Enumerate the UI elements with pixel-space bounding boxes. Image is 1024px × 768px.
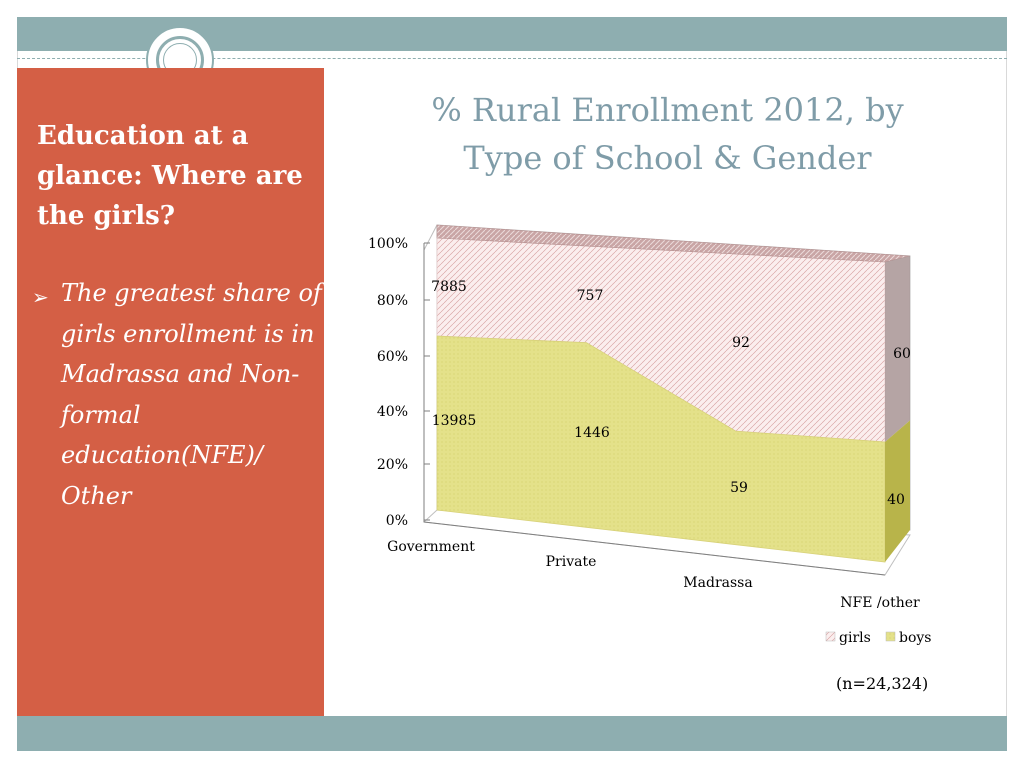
- side-panel: [17, 68, 324, 716]
- chart-areas: [436, 224, 911, 563]
- data-label-boys: 40: [887, 492, 905, 508]
- data-label-boys: 1446: [574, 425, 610, 441]
- dashed-divider: [17, 58, 1007, 59]
- side-title: Education at a glance: Where are the gir…: [37, 121, 303, 231]
- chart-legend: girls boys: [825, 630, 931, 646]
- y-tick-label: 80%: [377, 293, 408, 309]
- chart-axes: 0% 20% 40% 60% 80% 100% Government Private Madra…: [368, 236, 920, 611]
- y-tick-label: 40%: [377, 404, 408, 420]
- x-tick-label: Private: [546, 554, 597, 570]
- data-label-girls: 757: [577, 288, 604, 304]
- legend-swatch: [885, 631, 896, 642]
- bottom-accent-bar: [17, 716, 1007, 751]
- side-wall-edge: [423, 224, 438, 251]
- x-tick-label: Government: [387, 539, 475, 555]
- y-tick-label: 100%: [368, 236, 408, 252]
- x-tick-label: Madrassa: [683, 575, 752, 591]
- bullet-arrow-icon: ➢: [32, 285, 49, 309]
- end-cap-boys: [885, 420, 910, 562]
- x-axis: [423, 521, 886, 576]
- end-cap-girls: [885, 256, 910, 442]
- data-label-boys: 59: [730, 480, 748, 496]
- chart-title: % Rural Enrollment 2012, by Type of Scho…: [431, 91, 904, 177]
- data-label-girls: 60: [893, 346, 911, 362]
- y-tick-label: 20%: [377, 457, 408, 473]
- legend-label: girls: [839, 630, 871, 646]
- sample-size-note: (n=24,324): [836, 674, 929, 693]
- y-tick-label: 60%: [377, 349, 408, 365]
- x-tick-label: NFE /other: [840, 595, 920, 611]
- bullet-text: The greatest share of girls enrollment i…: [61, 279, 322, 510]
- chart-labels: 7885 13985 757 1446 92 59 60 40: [431, 279, 911, 508]
- legend-label: boys: [899, 630, 931, 646]
- data-label-girls: 7885: [431, 279, 467, 295]
- data-label-boys: 13985: [432, 413, 477, 429]
- y-tick-label: 0%: [386, 513, 408, 529]
- data-label-girls: 92: [732, 335, 750, 351]
- legend-swatch: [825, 631, 836, 642]
